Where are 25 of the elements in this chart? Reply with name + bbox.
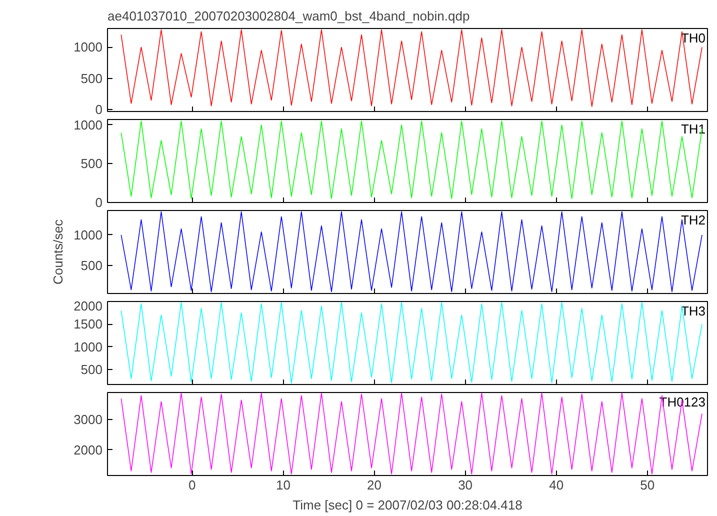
y-tick-label: 0 — [95, 102, 103, 118]
x-tick-label: 30 — [458, 478, 473, 492]
y-tick-label: 1000 — [74, 339, 102, 354]
x-tick-label: 20 — [367, 478, 382, 492]
y-tick-label: 500 — [80, 362, 103, 378]
y-tick-label: 1000 — [74, 117, 102, 132]
x-axis-title: Time [sec] 0 = 2007/02/03 00:28:04.418 — [292, 498, 522, 512]
y-axis-title: Counts/sec — [50, 218, 66, 285]
chart-title: ae401037010_20070203002804_wam0_bst_4band_nobin.qdp — [108, 8, 470, 24]
x-tick-label: 10 — [276, 478, 290, 492]
y-tick-label: 3000 — [74, 412, 102, 428]
series-label: TH1 — [680, 122, 706, 136]
x-tick-label: 40 — [549, 478, 564, 492]
series-label: TH2 — [680, 212, 706, 228]
y-tick-label: 500 — [80, 258, 103, 273]
x-tick-label: 50 — [640, 478, 655, 492]
y-tick-label: 1500 — [74, 316, 102, 332]
y-tick-label: 500 — [80, 156, 103, 172]
y-tick-label: 2000 — [74, 442, 102, 458]
y-tick-label: 1000 — [74, 40, 102, 55]
y-tick-label: 1000 — [74, 227, 102, 242]
x-tick-label: 0 — [188, 478, 196, 492]
y-tick-label: 2000 — [74, 298, 102, 314]
y-tick-label: 500 — [80, 70, 103, 86]
y-tick-label: 0 — [95, 195, 103, 210]
